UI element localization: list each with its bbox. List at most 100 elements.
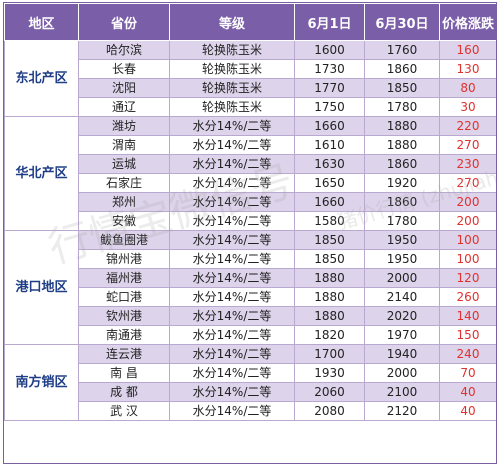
june1-price-cell: 1820 [294,325,365,345]
province-cell: 安徽 [78,211,170,231]
june30-price-cell: 1950 [364,230,440,250]
grade-cell: 水分14%/二等 [169,230,295,250]
june30-price-cell: 1950 [364,249,440,269]
grade-cell: 水分14%/二等 [169,173,295,193]
june30-price-cell: 2000 [364,363,440,383]
june1-price-cell: 2060 [294,382,365,402]
grade-cell: 水分14%/二等 [169,382,295,402]
price-change-cell: 100 [439,249,496,269]
province-cell: 连云港 [78,344,170,364]
june30-price-cell: 1880 [364,135,440,155]
province-cell: 鲅鱼圈港 [78,230,170,250]
province-cell: 石家庄 [78,173,170,193]
header-june1: 6月1日 [294,3,365,41]
june1-price-cell: 1750 [294,97,365,117]
grade-cell: 水分14%/二等 [169,325,295,345]
region-cell: 华北产区 [4,116,79,231]
june30-price-cell: 2000 [364,268,440,288]
grade-cell: 水分14%/二等 [169,306,295,326]
june30-price-cell: 2120 [364,401,440,421]
june30-price-cell: 1920 [364,173,440,193]
grade-cell: 水分14%/二等 [169,401,295,421]
table-row: 成 都水分14%/二等 2060 2100 40 [5,382,496,402]
table-row: 运城 水分14%/二等 1630 1860 230 [5,154,496,174]
june30-price-cell: 1780 [364,97,440,117]
grade-cell: 水分14%/二等 [169,344,295,364]
june30-price-cell: 1860 [364,154,440,174]
price-change-cell: 40 [439,401,496,421]
province-cell: 潍坊 [78,116,170,136]
june1-price-cell: 1630 [294,154,365,174]
table-row: 安徽 水分14%/二等 1580 1780 200 [5,211,496,231]
province-cell: 沈阳 [78,78,170,98]
june1-price-cell: 1880 [294,306,365,326]
province-cell: 通辽 [78,97,170,117]
grade-cell: 水分14%/二等 [169,268,295,288]
table-row: 钦州港 水分14%/二等 1880 2020 140 [5,306,496,326]
price-change-cell: 240 [439,344,496,364]
price-change-cell: 260 [439,287,496,307]
price-change-cell: 100 [439,230,496,250]
region-cell: 港口地区 [4,230,79,345]
price-change-cell: 200 [439,192,496,212]
corn-price-table: 地区 省份 等级 6月1日 6月30日 价格涨跌 东北产区 哈尔滨 轮换陈玉米 160… [4,3,496,421]
price-change-cell: 160 [439,40,496,60]
province-cell: 钦州港 [78,306,170,326]
price-change-cell: 30 [439,97,496,117]
grade-cell: 水分14%/二等 [169,363,295,383]
price-change-cell: 270 [439,135,496,155]
header-change: 价格涨跌 [439,3,496,41]
june1-price-cell: 1850 [294,249,365,269]
table-row: 南通港 水分14%/二等 1820 1970 150 [5,325,496,345]
price-change-cell: 200 [439,211,496,231]
table-row: 华北产区 潍坊 水分14%/二等 1660 1880 220 [4,116,496,231]
price-change-cell: 230 [439,154,496,174]
june1-price-cell: 1730 [294,59,365,79]
grade-cell: 水分14%/二等 [169,287,295,307]
june30-price-cell: 1850 [364,78,440,98]
price-change-cell: 140 [439,306,496,326]
june30-price-cell: 2100 [364,382,440,402]
table-row: 石家庄 水分14%/二等 1650 1920 270 [5,173,496,193]
table-row: 港口地区 鲅鱼圈港 水分14%/二等 1850 1950 100 [4,230,496,345]
province-cell: 锦州港 [78,249,170,269]
grade-cell: 轮换陈玉米 [169,97,295,117]
table-row: 福州港 水分14%/二等 1880 2000 120 [5,268,496,288]
june30-price-cell: 1760 [364,40,440,60]
june30-price-cell: 1970 [364,325,440,345]
june1-price-cell: 1880 [294,268,365,288]
june1-price-cell: 1650 [294,173,365,193]
header-region: 地区 [4,3,79,41]
grade-cell: 水分14%/二等 [169,249,295,269]
price-change-cell: 120 [439,268,496,288]
price-change-cell: 80 [439,78,496,98]
header-row: 地区 省份 等级 6月1日 6月30日 价格涨跌 [4,3,496,41]
province-cell: 成 都 [78,382,170,402]
price-table-container: 地区 省份 等级 6月1日 6月30日 价格涨跌 东北产区 哈尔滨 轮换陈玉米 160… [3,2,497,464]
june1-price-cell: 1600 [294,40,365,60]
table-row: 锦州港 水分14%/二等 1850 1950 100 [5,249,496,269]
price-change-cell: 150 [439,325,496,345]
june1-price-cell: 1930 [294,363,365,383]
june1-price-cell: 1770 [294,78,365,98]
header-province: 省份 [78,3,170,41]
province-cell: 哈尔滨 [78,40,170,60]
province-cell: 郑州 [78,192,170,212]
table-row: 南 昌水分14%/二等 1930 2000 70 [5,363,496,383]
table-row: 南方销区 连云港 水分14%/二等 1700 1940 240 [4,344,496,421]
table-row: 长春 轮换陈玉米 1730 1860 130 [5,59,496,79]
table-row: 郑州 水分14%/二等 1660 1860 200 [5,192,496,212]
header-grade: 等级 [169,3,295,41]
june30-price-cell: 1940 [364,344,440,364]
june30-price-cell: 1880 [364,116,440,136]
june30-price-cell: 2140 [364,287,440,307]
price-change-cell: 270 [439,173,496,193]
province-cell: 长春 [78,59,170,79]
grade-cell: 水分14%/二等 [169,154,295,174]
table-row: 沈阳 轮换陈玉米 1770 1850 80 [5,78,496,98]
province-cell: 福州港 [78,268,170,288]
june1-price-cell: 1850 [294,230,365,250]
province-cell: 蛇口港 [78,287,170,307]
table-row: 东北产区 哈尔滨 轮换陈玉米 1600 1760 160 [4,40,496,117]
grade-cell: 轮换陈玉米 [169,59,295,79]
